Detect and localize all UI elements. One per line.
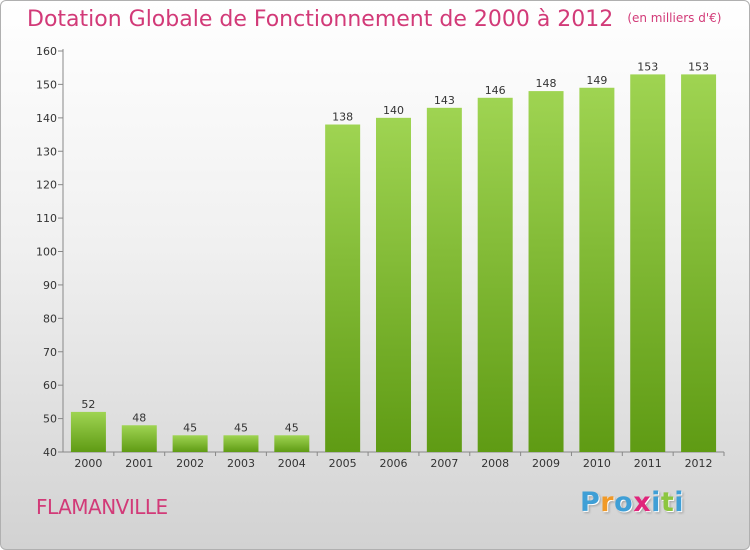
data-label: 149 <box>586 74 607 87</box>
data-label: 45 <box>234 421 248 434</box>
y-tick-label: 110 <box>36 212 57 225</box>
bar <box>70 411 106 452</box>
y-tick-label: 120 <box>36 179 57 192</box>
y-tick-label: 130 <box>36 145 57 158</box>
bar <box>477 97 513 453</box>
data-label: 143 <box>434 94 455 107</box>
x-tick-label: 2001 <box>125 457 153 470</box>
proxiti-logo: Proxiti <box>580 487 684 518</box>
data-label: 148 <box>536 77 557 90</box>
bar <box>223 435 259 452</box>
x-tick-label: 2011 <box>634 457 662 470</box>
chart-title-text: Dotation Globale de Fonctionnement de 20… <box>27 7 614 32</box>
x-tick-label: 2005 <box>329 457 357 470</box>
bar <box>426 107 462 452</box>
bar <box>528 91 564 452</box>
bar <box>630 74 666 453</box>
bar <box>579 87 615 452</box>
bar <box>325 124 361 453</box>
bars <box>70 74 717 453</box>
y-tick-label: 40 <box>43 446 57 459</box>
bar <box>376 117 411 452</box>
y-tick-label: 90 <box>43 279 57 292</box>
x-tick-label: 2009 <box>532 457 560 470</box>
y-tick-label: 50 <box>43 413 57 426</box>
x-tick-label: 2000 <box>74 457 102 470</box>
axes: 40 50 60 70 80 90 100 110 120 130 140 150 160 <box>36 45 725 459</box>
x-tick-label: 2007 <box>430 457 458 470</box>
x-tick-label: 2008 <box>481 457 509 470</box>
x-tick-label: 2010 <box>583 457 611 470</box>
logo-letter: r <box>600 487 615 518</box>
logo-letter: i <box>674 487 685 518</box>
bar <box>681 74 717 453</box>
y-tick-label: 160 <box>36 45 57 58</box>
data-label: 45 <box>183 421 197 434</box>
y-tick-label: 60 <box>43 379 57 392</box>
labels: 2000 52 2001 48 2002 45 2003 45 2004 45 2005 138 200… <box>74 60 712 470</box>
data-label: 52 <box>81 398 95 411</box>
logo-letter: t <box>660 487 675 518</box>
logo-letter: o <box>614 487 634 518</box>
data-label: 153 <box>688 60 709 73</box>
data-label: 153 <box>637 60 658 73</box>
bar <box>274 435 310 452</box>
x-tick-label: 2012 <box>685 457 713 470</box>
y-tick-label: 150 <box>36 78 57 91</box>
logo-letter: i <box>651 487 661 518</box>
data-label: 140 <box>383 104 404 117</box>
data-label: 45 <box>285 421 299 434</box>
y-tick-label: 70 <box>43 346 57 359</box>
data-label: 138 <box>332 111 353 124</box>
logo-letter: x <box>633 487 652 518</box>
data-label: 48 <box>132 411 146 424</box>
chart-title: Dotation Globale de Fonctionnement de 20… <box>27 7 721 32</box>
y-tick-label: 100 <box>36 246 57 259</box>
logo-letter: P <box>580 487 601 518</box>
y-tick-label: 80 <box>43 312 57 325</box>
commune-name: FLAMANVILLE <box>36 495 168 519</box>
data-label: 146 <box>485 84 506 97</box>
y-tick-label: 140 <box>36 112 57 125</box>
bar <box>121 425 157 452</box>
x-tick-label: 2002 <box>176 457 204 470</box>
chart-subtitle: (en milliers d'€) <box>627 11 722 25</box>
x-tick-label: 2003 <box>227 457 255 470</box>
x-tick-label: 2006 <box>380 457 408 470</box>
bar <box>172 435 208 452</box>
x-tick-label: 2004 <box>278 457 306 470</box>
